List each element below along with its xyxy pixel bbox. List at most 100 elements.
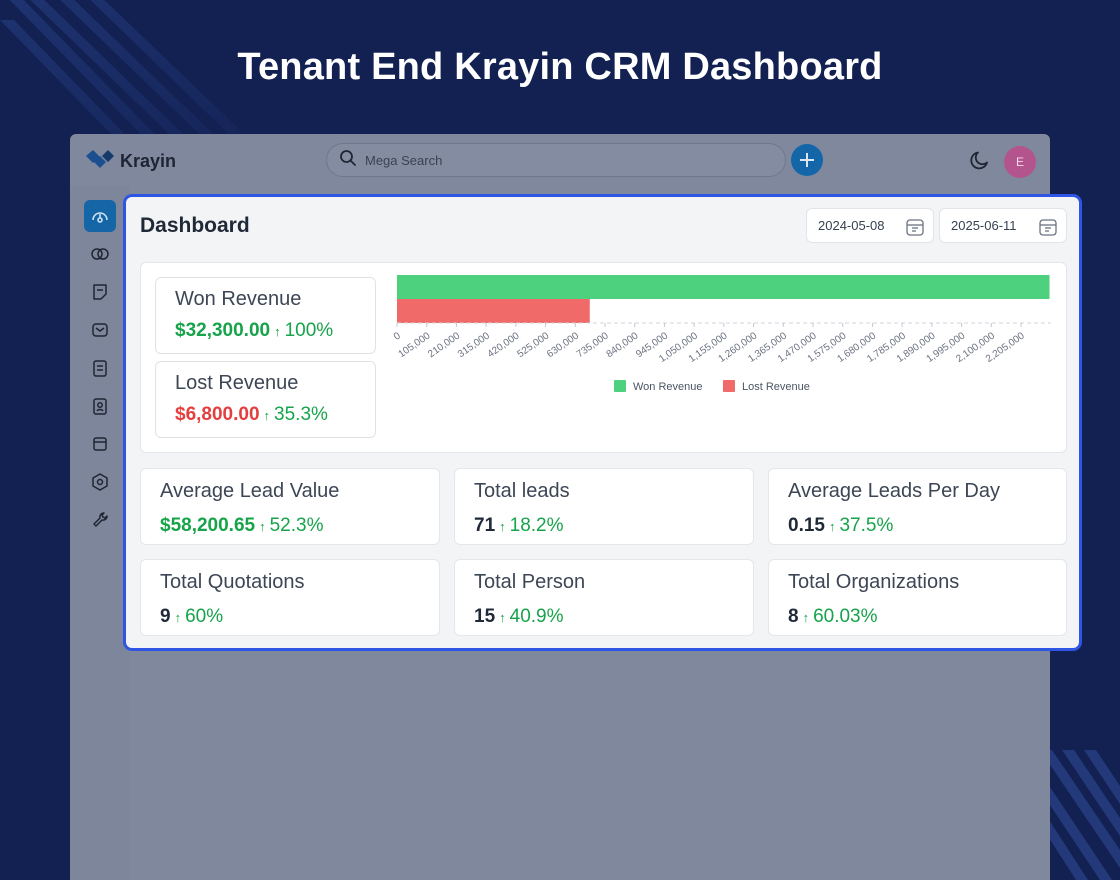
stat-row: 9 ↑ 60% [160, 606, 223, 628]
stat-value: 8 [788, 606, 799, 627]
sidebar-item-configuration[interactable] [84, 504, 116, 536]
activities-icon [93, 360, 107, 377]
arrow-up-icon: ↑ [499, 610, 506, 625]
stat-row: $58,200.65 ↑ 52.3% [160, 515, 323, 537]
legend-swatch [723, 380, 735, 392]
mega-search[interactable] [326, 143, 786, 177]
revenue-bar-chart: 0105,000210,000315,000420,000525,000630,… [392, 275, 1051, 393]
logo-text: Krayin [120, 151, 177, 171]
calendar-icon [1038, 217, 1058, 240]
lost-revenue-value: $6,800.00 [175, 404, 260, 425]
sidebar-item-quotes[interactable] [84, 276, 116, 308]
start-date-value: 2024-05-08 [818, 218, 885, 233]
sidebar-item-leads[interactable] [84, 238, 116, 270]
products-icon [93, 437, 107, 451]
lost-revenue-change: 35.3% [274, 404, 328, 425]
x-tick-label: 105,000 [397, 330, 433, 360]
search-icon [339, 149, 357, 172]
legend-label: Won Revenue [633, 381, 703, 393]
sidebar-item-mail[interactable] [84, 314, 116, 346]
stat-label: Total Person [474, 571, 586, 593]
won-revenue-card: Won Revenue $32,300.00 ↑ 100% [155, 277, 376, 354]
stat-row: 8 ↑ 60.03% [788, 606, 878, 628]
won-revenue-change: 100% [284, 320, 334, 341]
stat-label: Total leads [474, 480, 570, 502]
x-tick-label: 315,000 [456, 330, 492, 360]
configuration-icon [93, 512, 108, 527]
stat-value: 9 [160, 606, 171, 627]
x-tick-label: 630,000 [545, 330, 581, 360]
lost-revenue-label: Lost Revenue [175, 372, 299, 394]
stat-value: 0.15 [788, 515, 825, 536]
sidebar-item-products[interactable] [84, 428, 116, 460]
x-tick-label: 840,000 [605, 330, 641, 360]
plus-icon [800, 153, 814, 167]
legend-label: Lost Revenue [742, 381, 810, 393]
arrow-up-icon: ↑ [499, 519, 506, 534]
won-revenue-row: $32,300.00 ↑ 100% [175, 320, 333, 342]
won-revenue-value: $32,300.00 [175, 320, 271, 341]
stat-row: 71 ↑ 18.2% [474, 515, 564, 537]
contacts-icon [93, 398, 107, 415]
revenue-card: Won Revenue $32,300.00 ↑ 100% Lost Reven… [140, 262, 1067, 453]
hero-title: Tenant End Krayin CRM Dashboard [237, 46, 883, 88]
stat-value: 71 [474, 515, 496, 536]
legend-swatch [614, 380, 626, 392]
x-tick-label: 735,000 [575, 330, 611, 360]
stat-value: 15 [474, 606, 496, 627]
x-tick-label: 0 [392, 330, 403, 342]
arrow-up-icon: ↑ [828, 519, 836, 534]
dashboard-panel: Dashboard 2024-05-08 2025-06-11 Won Reve… [123, 194, 1082, 651]
quick-add-button[interactable] [791, 144, 823, 176]
x-tick-label: 210,000 [426, 330, 462, 360]
bar-won-revenue [397, 275, 1050, 299]
stat-card-average-leads-per-day: Average Leads Per Day 0.15 ↑ 37.5% [768, 468, 1067, 545]
avatar[interactable]: E [1004, 146, 1036, 178]
calendar-icon [905, 217, 925, 240]
stat-change: 40.9% [509, 606, 564, 627]
arrow-up-icon: ↑ [274, 324, 281, 339]
decorative-stripes-bottom-right [1040, 750, 1120, 880]
stat-change: 60.03% [813, 606, 878, 627]
sidebar [70, 186, 130, 880]
won-revenue-label: Won Revenue [175, 288, 302, 310]
top-bar: Krayin E [70, 134, 1050, 186]
stat-label: Total Quotations [160, 571, 305, 593]
search-input[interactable] [365, 152, 745, 168]
stat-change: 60% [185, 606, 224, 627]
arrow-up-icon: ↑ [263, 408, 271, 423]
sidebar-item-activities[interactable] [84, 352, 116, 384]
stat-row: 15 ↑ 40.9% [474, 606, 564, 628]
logo[interactable]: Krayin [86, 148, 176, 175]
arrow-up-icon: ↑ [174, 610, 182, 625]
sidebar-item-contacts[interactable] [84, 390, 116, 422]
sidebar-item-settings[interactable] [84, 466, 116, 498]
stat-change: 52.3% [269, 515, 324, 536]
bar-lost-revenue [397, 299, 590, 323]
stat-row: 0.15 ↑ 37.5% [788, 515, 893, 537]
settings-icon [92, 473, 108, 491]
lost-revenue-card: Lost Revenue $6,800.00 ↑ 35.3% [155, 361, 376, 438]
krayin-logo-icon [86, 148, 114, 175]
quotes-icon [93, 284, 107, 300]
arrow-up-icon: ↑ [259, 519, 266, 534]
theme-toggle-button[interactable] [968, 148, 992, 172]
stat-card-total-organizations: Total Organizations 8 ↑ 60.03% [768, 559, 1067, 636]
page-title: Dashboard [140, 214, 250, 237]
x-tick-label: 525,000 [515, 330, 551, 360]
moon-icon [970, 151, 988, 170]
stat-label: Average Lead Value [160, 480, 340, 502]
stat-card-average-lead-value: Average Lead Value $58,200.65 ↑ 52.3% [140, 468, 440, 545]
mail-icon [92, 323, 108, 337]
decorative-stripes-top-left [0, 0, 240, 160]
stat-change: 18.2% [509, 515, 564, 536]
stat-change: 37.5% [839, 515, 894, 536]
dashboard-icon [92, 212, 108, 223]
end-date-picker[interactable]: 2025-06-11 [939, 208, 1067, 243]
stat-label: Total Organizations [788, 571, 960, 593]
stat-card-total-quotations: Total Quotations 9 ↑ 60% [140, 559, 440, 636]
x-tick-label: 420,000 [486, 330, 522, 360]
sidebar-item-dashboard[interactable] [84, 200, 116, 232]
start-date-picker[interactable]: 2024-05-08 [806, 208, 934, 243]
end-date-value: 2025-06-11 [951, 218, 1017, 233]
